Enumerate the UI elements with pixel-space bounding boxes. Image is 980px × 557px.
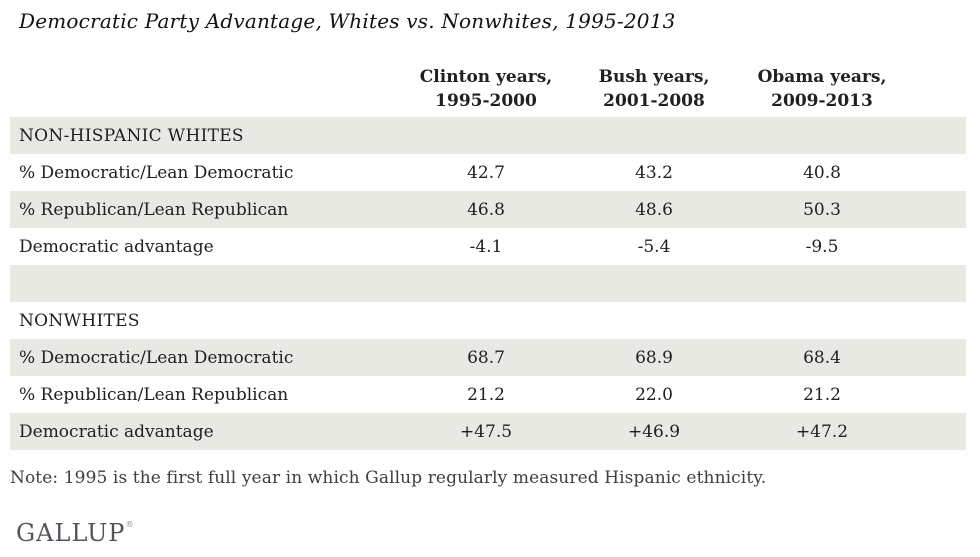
- cell-value: -4.1: [469, 236, 503, 257]
- cell-value: 68.7: [467, 347, 505, 368]
- table-row-whites-republican: % Republican/Lean Republican 46.8 48.6 5…: [10, 191, 966, 228]
- cell-value: +47.5: [459, 421, 513, 442]
- cell-value: 21.2: [467, 384, 505, 405]
- gallup-wordmark: GALLUP: [16, 519, 126, 547]
- cell-value: -9.5: [805, 236, 839, 257]
- column-header-clinton-years: Clinton years, 1995-2000: [402, 65, 570, 117]
- column-header-label: Clinton years,: [419, 67, 553, 87]
- table-row-whites-advantage: Democratic advantage -4.1 -5.4 -9.5: [10, 228, 966, 265]
- data-table: Clinton years, 1995-2000 Bush years, 200…: [10, 63, 966, 450]
- row-label: % Democratic/Lean Democratic: [19, 162, 294, 183]
- spacer-row: [10, 265, 966, 302]
- table-row-whites-democratic: % Democratic/Lean Democratic 42.7 43.2 4…: [10, 154, 966, 191]
- table-row-nonwhites-advantage: Democratic advantage +47.5 +46.9 +47.2: [10, 413, 966, 450]
- cell-value: 46.8: [467, 199, 505, 220]
- cell-value: 22.0: [635, 384, 673, 405]
- cell-value: 48.6: [635, 199, 673, 220]
- section-header-label: NONWHITES: [19, 310, 140, 331]
- table-header-row: Clinton years, 1995-2000 Bush years, 200…: [10, 63, 966, 117]
- row-label: % Republican/Lean Republican: [19, 199, 289, 220]
- cell-value: 68.4: [803, 347, 841, 368]
- column-header-label: Bush years,: [598, 67, 710, 87]
- footnote: Note: 1995 is the first full year in whi…: [10, 468, 767, 488]
- cell-value: 40.8: [803, 162, 841, 183]
- table-row-nonwhites-democratic: % Democratic/Lean Democratic 68.7 68.9 6…: [10, 339, 966, 376]
- page-title: Democratic Party Advantage, Whites vs. N…: [19, 9, 676, 33]
- column-header-bush-years: Bush years, 2001-2008: [570, 65, 738, 117]
- section-header-label: NON-HISPANIC WHITES: [19, 125, 244, 146]
- column-header-label: Obama years,: [757, 67, 887, 87]
- section-header-non-hispanic-whites: NON-HISPANIC WHITES: [10, 117, 966, 154]
- column-header-sublabel: 1995-2000: [435, 91, 537, 111]
- cell-value: 21.2: [803, 384, 841, 405]
- gallup-logo: GALLUP®: [16, 519, 133, 547]
- table-row-nonwhites-republican: % Republican/Lean Republican 21.2 22.0 2…: [10, 376, 966, 413]
- row-label: % Republican/Lean Republican: [19, 384, 289, 405]
- section-header-nonwhites: NONWHITES: [10, 302, 966, 339]
- row-label: Democratic advantage: [19, 236, 214, 257]
- row-label: Democratic advantage: [19, 421, 214, 442]
- column-header-sublabel: 2009-2013: [771, 91, 873, 111]
- cell-value: 42.7: [467, 162, 505, 183]
- column-header-obama-years: Obama years, 2009-2013: [738, 65, 906, 117]
- cell-value: 68.9: [635, 347, 673, 368]
- row-label: % Democratic/Lean Democratic: [19, 347, 294, 368]
- cell-value: 50.3: [803, 199, 841, 220]
- cell-value: 43.2: [635, 162, 673, 183]
- cell-value: +47.2: [795, 421, 849, 442]
- trademark-symbol: ®: [125, 520, 134, 529]
- column-header-sublabel: 2001-2008: [603, 91, 705, 111]
- cell-value: +46.9: [627, 421, 681, 442]
- cell-value: -5.4: [637, 236, 671, 257]
